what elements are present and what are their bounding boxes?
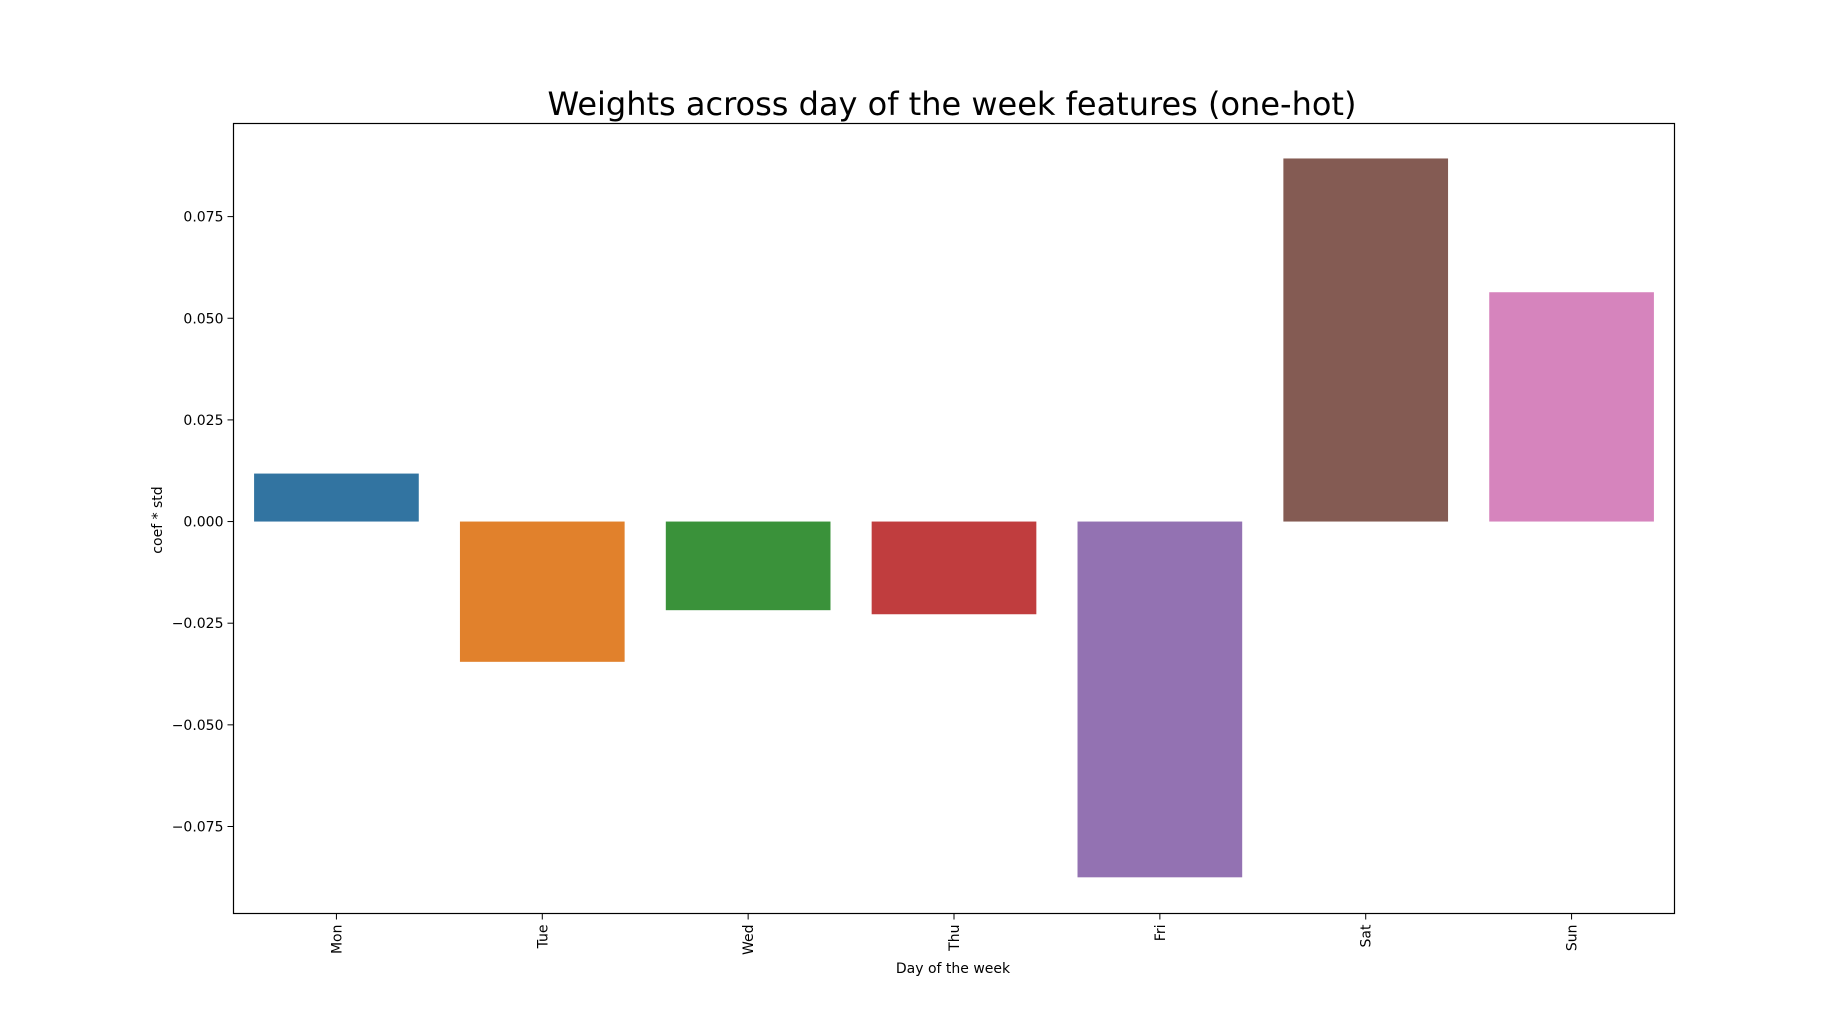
x-tick-label: Thu	[947, 925, 963, 952]
bar-sun	[1489, 292, 1654, 522]
bar-wed	[665, 521, 831, 611]
x-tick-label: Sun	[1565, 925, 1581, 952]
x-tick-label: Tue	[535, 925, 551, 950]
x-axis: Mon Tue Wed Thu Fri Sat Sun	[329, 913, 1581, 956]
y-tick-label: −0.050	[172, 718, 224, 734]
chart-title: Weights across day of the week features …	[548, 85, 1357, 123]
y-tick-label: −0.075	[172, 819, 224, 835]
y-axis: −0.075 −0.050 −0.025 0.000 0.025 0.050 0.075	[172, 210, 234, 835]
plot-frame	[232, 122, 1676, 915]
bars-layer	[254, 158, 1654, 878]
y-tick-label: 0.050	[183, 311, 223, 327]
y-tick-label: 0.025	[183, 413, 223, 429]
x-tick-label: Wed	[741, 925, 757, 956]
y-axis-label: coef * std	[150, 486, 166, 553]
x-tick-label: Sat	[1359, 924, 1375, 947]
y-tick-label: 0.075	[183, 210, 223, 226]
bar-sat	[1283, 158, 1449, 522]
bar-tue	[459, 521, 625, 662]
x-tick-label: Fri	[1153, 925, 1169, 942]
bar-thu	[871, 521, 1037, 615]
x-tick-label: Mon	[329, 925, 345, 955]
bar-fri	[1077, 521, 1243, 878]
x-axis-label: Day of the week	[896, 961, 1011, 977]
y-tick-label: 0.000	[183, 515, 223, 531]
y-tick-label: −0.025	[172, 616, 224, 632]
bar-mon	[254, 473, 419, 522]
